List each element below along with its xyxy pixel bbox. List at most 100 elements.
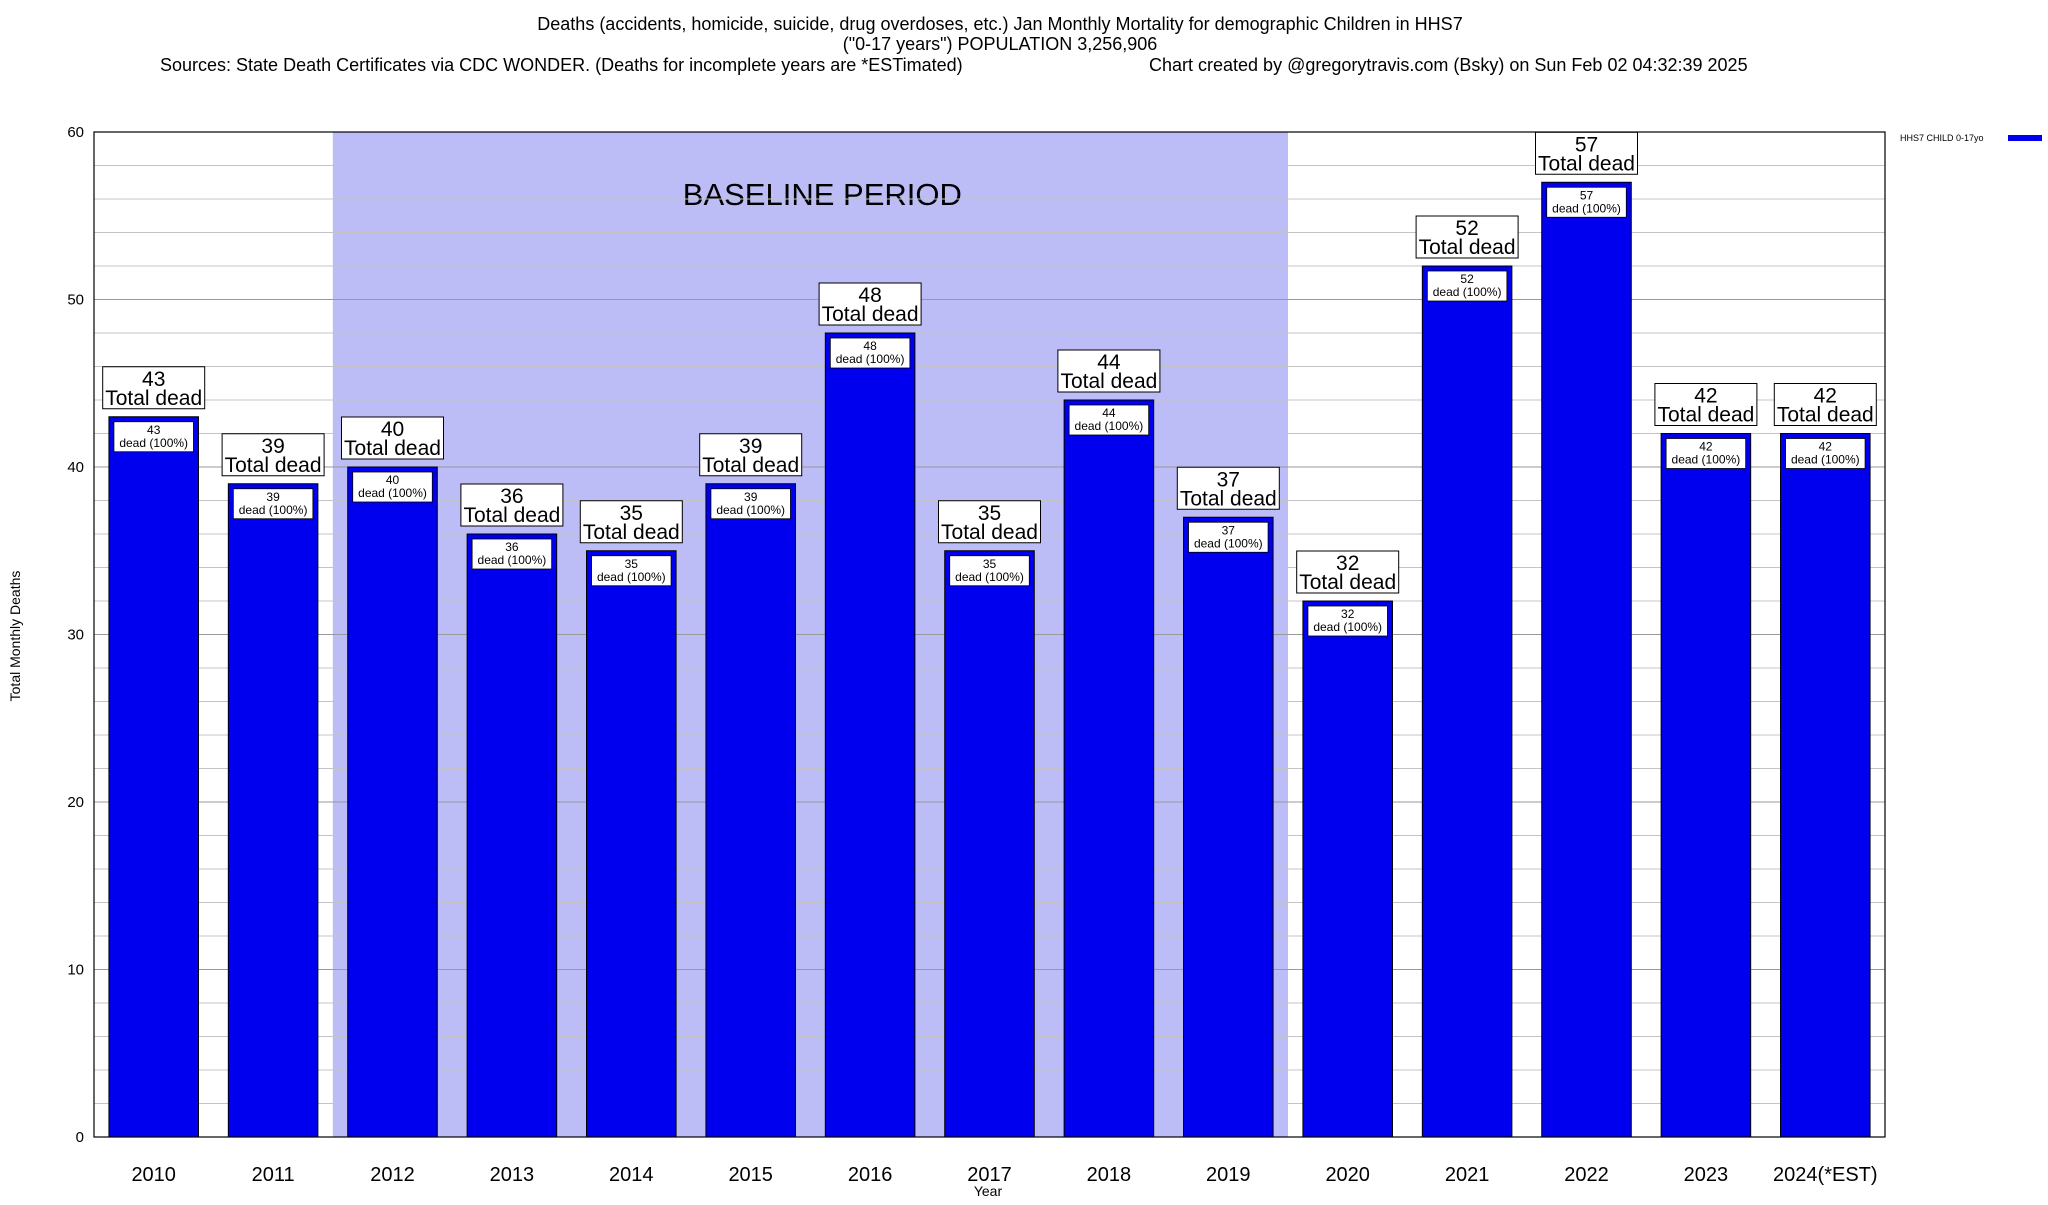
bar-total-caption: Total dead: [1657, 404, 1754, 427]
bar-inner-label-box: [1307, 605, 1388, 637]
bar: [466, 533, 558, 1138]
baseline-period-label: BASELINE PERIOD: [683, 177, 962, 212]
bar-inner-value: 35: [983, 557, 997, 571]
bar-total-value: 35: [620, 502, 643, 525]
legend-series-swatch: [2008, 135, 2042, 141]
bar-total-caption: Total dead: [1538, 152, 1635, 175]
bar-inner-label-box: [1188, 521, 1269, 553]
bar-inner-label-box: [829, 337, 911, 369]
y-tick-label: 10: [67, 962, 84, 979]
chart-subtitle: ("0-17 years") POPULATION 3,256,906: [843, 34, 1158, 54]
bar-inner-caption: dead (100%): [478, 553, 547, 567]
bar-total-caption: Total dead: [225, 454, 322, 477]
bar: [1660, 433, 1752, 1138]
bar-inner-value: 42: [1699, 440, 1713, 454]
x-tick-label: 2014: [609, 1164, 654, 1186]
legend-series-label: HHS7 CHILD 0-17yo: [1900, 133, 1984, 143]
bar-total-label-box: [221, 433, 325, 477]
bars: [108, 181, 1871, 1138]
bar-inner-caption: dead (100%): [716, 503, 785, 517]
bar-inner-value: 44: [1102, 406, 1116, 420]
bar: [944, 550, 1035, 1138]
bar: [1183, 516, 1274, 1138]
bar-total-label-box: [1654, 383, 1758, 426]
bar: [1541, 181, 1632, 1138]
bar-inner-value: 39: [744, 490, 758, 504]
bar-total-label-box: [1296, 550, 1400, 594]
legend: HHS7 CHILD 0-17yo: [1900, 133, 2042, 143]
bar-total-caption: Total dead: [1180, 487, 1277, 510]
x-tick-label: 2021: [1445, 1164, 1490, 1186]
bar-inner-label-box: [1546, 186, 1627, 218]
source-note: Sources: State Death Certificates via CD…: [160, 55, 963, 75]
bar-total-value: 32: [1336, 552, 1359, 575]
x-tick-label: 2015: [728, 1164, 773, 1186]
x-tick-label: 2019: [1206, 1164, 1251, 1186]
y-tick-label: 30: [67, 627, 84, 644]
bar: [1063, 399, 1155, 1138]
bar-inner-value: 52: [1460, 272, 1474, 286]
plot-frame: [93, 131, 1886, 1138]
bar-total-value: 36: [500, 485, 523, 508]
x-tick-label: 2023: [1684, 1164, 1729, 1186]
bar-inner-value: 37: [1222, 523, 1236, 537]
bar-inner-value: 43: [147, 423, 161, 437]
bar-inner-value: 35: [625, 557, 639, 571]
bar-inner-value: 48: [863, 339, 877, 353]
bar: [824, 332, 916, 1138]
bar-inner-label-box: [710, 488, 791, 520]
bar-inner-value: 40: [386, 473, 400, 487]
chart-credit: Chart created by @gregorytravis.com (Bsk…: [1149, 55, 1748, 75]
bar-inner-caption: dead (100%): [1313, 620, 1382, 634]
bar-total-value: 43: [142, 368, 165, 391]
bar-total-label-box: [341, 416, 444, 460]
bar-inner-label-box: [949, 555, 1030, 587]
bar-total-caption: Total dead: [344, 437, 441, 460]
bar: [705, 483, 796, 1138]
bar-total-caption: Total dead: [105, 387, 202, 410]
bar-inner-caption: dead (100%): [1672, 453, 1741, 467]
chart-title: Deaths (accidents, homicide, suicide, dr…: [537, 14, 1462, 34]
bar-inner-label-box: [1665, 438, 1747, 469]
bar-total-label-box: [699, 433, 803, 477]
x-axis-label: Year: [974, 1183, 1003, 1199]
bar-total-caption: Total dead: [1060, 370, 1157, 393]
bar-total-value: 42: [1814, 385, 1837, 408]
bar: [1302, 600, 1393, 1138]
bar-total-caption: Total dead: [822, 303, 919, 326]
bar-total-label-box: [818, 282, 922, 326]
bar-total-value: 42: [1694, 385, 1717, 408]
x-tick-label: 2016: [848, 1164, 893, 1186]
bar-total-caption: Total dead: [941, 521, 1038, 544]
bar-inner-caption: dead (100%): [119, 436, 188, 450]
bar-inner-caption: dead (100%): [955, 570, 1024, 584]
bar-inner-caption: dead (100%): [1791, 453, 1860, 467]
bar-inner-label-box: [113, 421, 194, 453]
bar: [227, 483, 319, 1138]
bar-inner-caption: dead (100%): [1194, 536, 1263, 550]
bar-inner-caption: dead (100%): [239, 503, 308, 517]
x-axis-ticks: 2010 2011 2012 2013 2014 2015 2016 2017 2018 2019…: [131, 1164, 1877, 1186]
bar-inner-caption: dead (100%): [1433, 285, 1502, 299]
bar: [108, 416, 199, 1138]
bar-total-value: 39: [261, 435, 284, 458]
bar-inner-caption: dead (100%): [358, 486, 427, 500]
